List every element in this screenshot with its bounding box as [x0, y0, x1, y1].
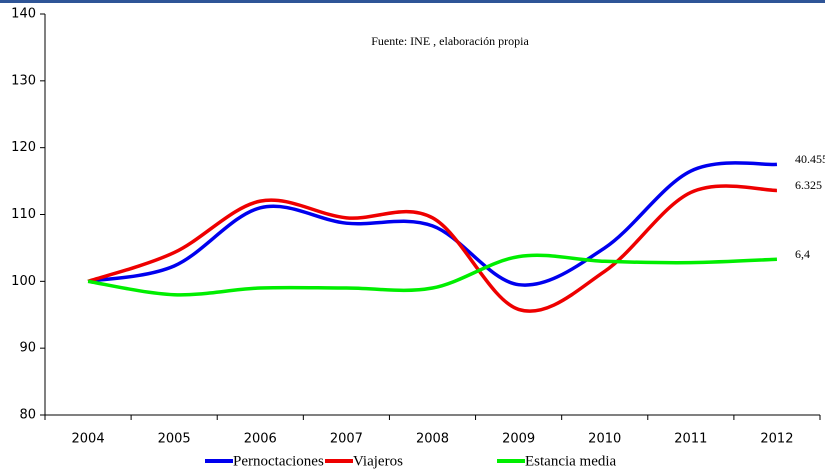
legend-label: Pernoctaciones: [233, 453, 324, 469]
y-tick-label: 100: [11, 274, 36, 289]
top-bar: [0, 0, 825, 3]
x-tick-label: 2011: [674, 432, 707, 447]
y-tick-label: 120: [11, 140, 36, 155]
legend-label: Viajeros: [353, 453, 403, 469]
legend-label: Estancia media: [525, 453, 617, 469]
y-tick-label: 110: [11, 207, 36, 222]
source-note: Fuente: INE , elaboración propia: [371, 34, 529, 48]
y-tick-label: 130: [11, 73, 36, 88]
series-line: [87, 184, 777, 313]
y-tick-label: 140: [11, 7, 36, 22]
series-line: [87, 253, 778, 297]
x-tick-label: 2010: [588, 432, 621, 447]
y-tick-label: 80: [19, 408, 36, 423]
x-tick-label: 2004: [72, 432, 105, 447]
x-tick-label: 2005: [158, 432, 191, 447]
end-label: 6,4: [795, 247, 810, 261]
end-label: 40.455: [795, 152, 825, 166]
x-tick-label: 2007: [330, 432, 363, 447]
y-tick-label: 90: [19, 341, 36, 356]
x-tick-label: 2006: [244, 432, 277, 447]
x-tick-label: 2012: [760, 432, 793, 447]
series-line: [87, 161, 778, 287]
x-tick-label: 2009: [502, 432, 535, 447]
x-tick-label: 2008: [416, 432, 449, 447]
end-label: 6.325: [795, 178, 822, 192]
